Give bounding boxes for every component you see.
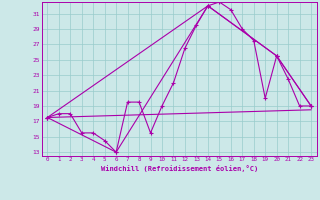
X-axis label: Windchill (Refroidissement éolien,°C): Windchill (Refroidissement éolien,°C) xyxy=(100,165,258,172)
